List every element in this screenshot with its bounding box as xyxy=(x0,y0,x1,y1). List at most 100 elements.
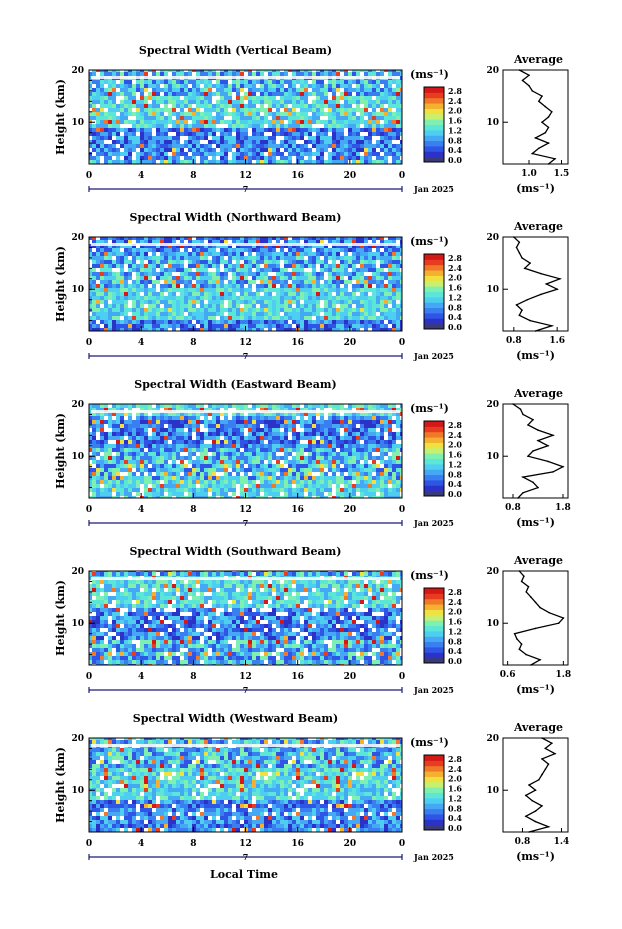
colorbar-swatch xyxy=(424,270,444,276)
colorbar-swatch xyxy=(424,474,444,481)
colorbar-swatch xyxy=(424,437,444,443)
x-tick-label: 0 xyxy=(86,839,92,849)
date-label: Jan 2025 xyxy=(413,518,454,528)
profile-point xyxy=(518,648,521,651)
y-tick-label: 10 xyxy=(71,118,84,128)
profile-point xyxy=(541,737,543,739)
profile-point xyxy=(518,69,521,71)
profile-point xyxy=(523,575,525,577)
profile-x-tick-label: 0.8 xyxy=(505,503,521,513)
colorbar-swatch xyxy=(424,803,444,810)
profile-point xyxy=(517,497,519,499)
colorbar-tick-label: 0.4 xyxy=(448,813,462,823)
profile-frame xyxy=(502,236,569,332)
x-tick-label: 8 xyxy=(190,505,196,515)
colorbar-swatch xyxy=(424,598,444,605)
profile-point xyxy=(532,450,534,452)
profile-point xyxy=(541,758,543,760)
profile-point xyxy=(539,606,541,609)
profile-title: Average xyxy=(513,721,563,734)
profile-point xyxy=(527,585,530,588)
y-tick-label: 10 xyxy=(71,786,84,796)
profile-y-tick-label: 20 xyxy=(486,734,499,744)
colorbar-frame xyxy=(423,86,445,163)
profile-point xyxy=(530,596,532,598)
beam-panel: Spectral Width (Southward Beam) Height (k… xyxy=(54,545,571,696)
x-tick-label: 12 xyxy=(239,505,252,515)
x-tick-label: 0 xyxy=(399,338,405,348)
colorbar-swatch xyxy=(424,156,444,163)
colorbar-swatch xyxy=(424,808,444,815)
profile-point xyxy=(534,601,537,604)
profile-point xyxy=(513,632,516,635)
profile-point xyxy=(534,627,537,630)
profile-point xyxy=(538,100,540,103)
average-profile: Average 10 20 0.8 1.4 (ms⁻¹) xyxy=(486,721,569,863)
profile-point xyxy=(520,580,523,583)
beam-panel: Spectral Width (Vertical Beam) Height (km… xyxy=(54,44,569,195)
profile-point xyxy=(541,121,543,123)
date-label: Jan 2025 xyxy=(413,351,454,361)
colorbar-tick-label: 1.6 xyxy=(448,283,462,293)
colorbar-swatch xyxy=(424,312,444,319)
colorbar-tick-label: 2.0 xyxy=(448,440,462,450)
beam-panel: Spectral Width (Northward Beam) Height (k… xyxy=(54,211,569,362)
profile-x-tick-label: 1.6 xyxy=(549,336,565,346)
heatmap-title: Spectral Width (Northward Beam) xyxy=(130,211,342,224)
profile-point xyxy=(521,79,524,82)
colorbar-tick-label: 0.8 xyxy=(448,135,462,145)
colorbar-swatch xyxy=(424,151,444,158)
colorbar-tick-label: 0.4 xyxy=(448,646,462,656)
profile-point xyxy=(541,773,543,776)
beam-panel: Spectral Width (Eastward Beam) Height (km… xyxy=(54,378,571,529)
profile-point xyxy=(512,403,514,405)
profile-point xyxy=(530,664,532,666)
colorbar: (ms⁻¹) 2.82.42.01.61.20.80.40.0 xyxy=(410,402,462,499)
colorbar-tick-label: 1.6 xyxy=(448,116,462,126)
colorbar-tick-label: 0.8 xyxy=(448,636,462,646)
profile-point xyxy=(529,319,531,322)
profile-frame xyxy=(502,737,569,833)
day-marker: 7 xyxy=(243,518,249,528)
colorbar-tick-label: 1.2 xyxy=(448,292,462,302)
profile-point xyxy=(554,752,556,755)
profile-point xyxy=(547,826,550,828)
profile-point xyxy=(532,481,534,484)
day-marker: 7 xyxy=(243,351,249,361)
profile-point xyxy=(547,460,549,463)
profile-point xyxy=(551,111,553,113)
profile-point xyxy=(528,784,530,786)
profile-point xyxy=(531,152,534,155)
profile-point xyxy=(541,805,543,807)
colorbar-swatch xyxy=(424,296,444,303)
heatmap-image xyxy=(89,404,402,498)
profile-point xyxy=(538,779,540,781)
profile-point xyxy=(531,799,534,802)
profile-x-tick-label: 1.0 xyxy=(521,169,537,179)
x-tick-label: 12 xyxy=(239,171,252,181)
day-marker: 7 xyxy=(243,852,249,862)
profile-point xyxy=(552,434,554,437)
profile-point xyxy=(540,272,542,275)
profile-point xyxy=(557,622,560,624)
colorbar-frame xyxy=(423,754,445,831)
x-tick-label: 16 xyxy=(291,839,304,849)
colorbar-swatch xyxy=(424,307,444,314)
profile-x-label: (ms⁻¹) xyxy=(516,683,555,696)
x-tick-label: 4 xyxy=(138,505,144,515)
colorbar-tick-label: 2.8 xyxy=(448,420,462,430)
profile-point xyxy=(518,241,521,243)
x-tick-label: 12 xyxy=(239,338,252,348)
colorbar-swatch xyxy=(424,318,444,325)
profile-point xyxy=(544,768,547,771)
colorbar-tick-label: 2.0 xyxy=(448,607,462,617)
profile-point xyxy=(547,763,550,765)
colorbar-swatch xyxy=(424,302,444,309)
profile-y-tick-label: 10 xyxy=(486,118,499,128)
profile-point xyxy=(547,126,550,129)
profile-point xyxy=(534,810,537,812)
profile-point xyxy=(547,163,550,165)
x-tick-label: 12 xyxy=(239,672,252,682)
profile-point xyxy=(547,142,550,144)
